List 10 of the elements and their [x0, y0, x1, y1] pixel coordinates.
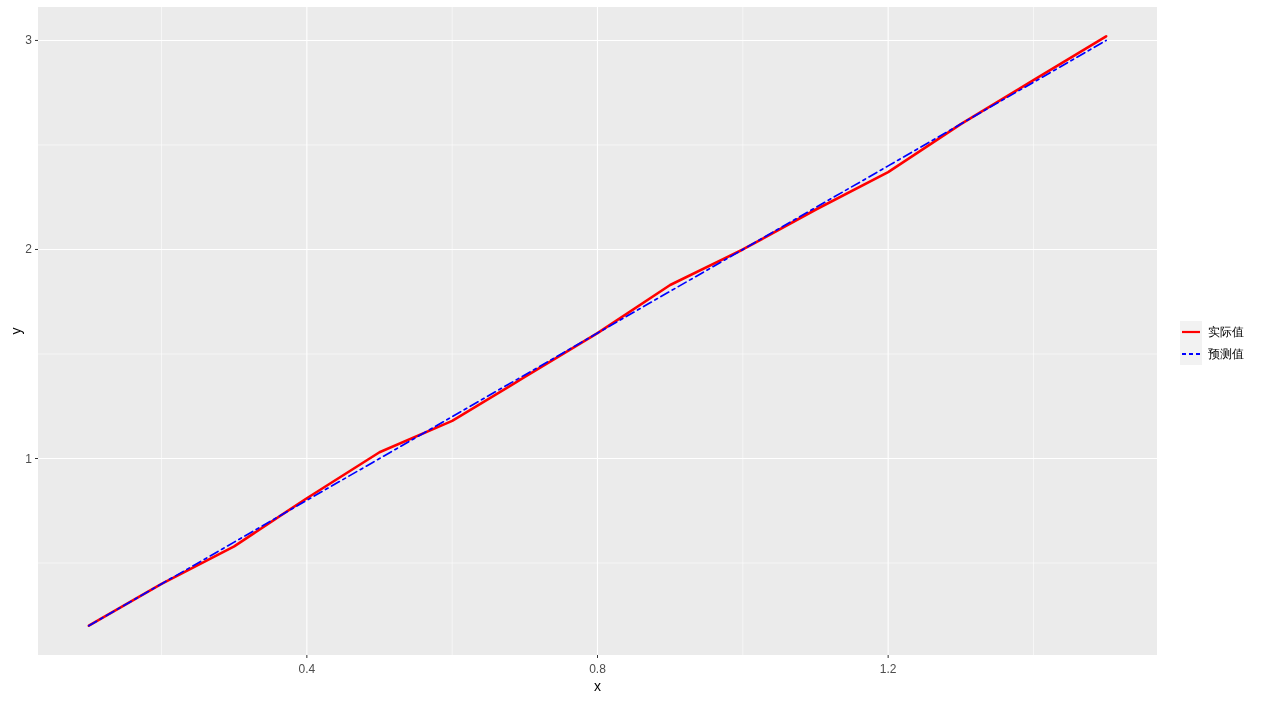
- y-axis-title: y: [8, 327, 24, 335]
- x-tick-label: 0.8: [589, 662, 607, 676]
- legend-label: 预测值: [1208, 347, 1244, 361]
- x-axis-title: x: [594, 678, 601, 694]
- y-tick-label: 3: [25, 33, 33, 48]
- y-tick-label: 2: [25, 242, 33, 257]
- legend-label: 实际值: [1208, 325, 1244, 339]
- x-tick-label: 1.2: [879, 662, 897, 676]
- y-tick-label: 1: [25, 451, 33, 466]
- x-tick-label: 0.4: [298, 662, 316, 676]
